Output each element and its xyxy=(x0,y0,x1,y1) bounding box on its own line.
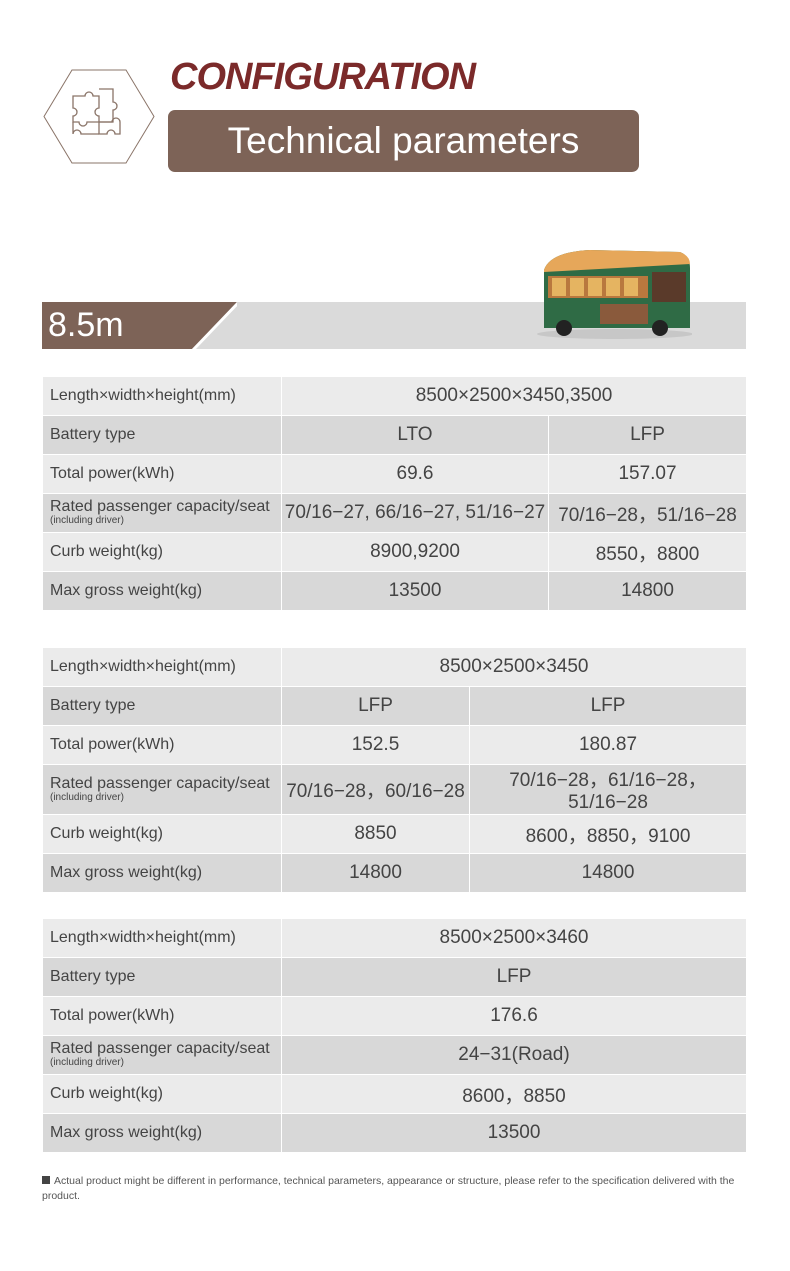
table-row: Max gross weight(kg) 13500 14800 xyxy=(42,571,748,611)
table-row: Total power(kWh) 176.6 xyxy=(42,996,747,1036)
row-label-text: Battery type xyxy=(50,425,136,443)
row-label: Total power(kWh) xyxy=(42,996,282,1036)
page-subtitle: Technical parameters xyxy=(168,110,639,172)
row-label: Curb weight(kg) xyxy=(42,1074,282,1114)
table-cell: 8900,9200 xyxy=(281,532,549,572)
bullet-square-icon xyxy=(42,1176,50,1184)
row-label-text: Curb weight(kg) xyxy=(50,542,163,560)
table-row: Curb weight(kg) 8850 8600，8850，9100 xyxy=(42,814,747,854)
row-label-text: Battery type xyxy=(50,696,136,714)
row-label: Rated passenger capacity/seat (including … xyxy=(42,764,282,815)
row-label-text: Length×width×height(mm) xyxy=(50,386,236,404)
table-cell: 176.6 xyxy=(281,996,747,1036)
row-label: Battery type xyxy=(42,415,282,455)
row-label-note: (including driver) xyxy=(50,1057,124,1069)
row-label-text: Rated passenger capacity/seat xyxy=(50,498,270,516)
table-cell: 8850 xyxy=(281,814,470,854)
row-label: Length×width×height(mm) xyxy=(42,647,282,687)
table-cell: 24−31(Road) xyxy=(281,1035,747,1075)
table-row: Battery type LTO LFP xyxy=(42,415,748,455)
table-cell: 14800 xyxy=(281,853,470,893)
table-cell: 8600，8850 xyxy=(281,1074,747,1114)
table-cell: 152.5 xyxy=(281,725,470,765)
table-row: Curb weight(kg) 8900,9200 8550，8800 xyxy=(42,532,748,572)
row-label-text: Max gross weight(kg) xyxy=(50,1123,203,1141)
row-label-text: Battery type xyxy=(50,967,136,985)
row-label: Length×width×height(mm) xyxy=(42,376,282,416)
table-cell: LFP xyxy=(469,686,747,726)
row-label-text: Total power(kWh) xyxy=(50,1006,175,1024)
row-label-text: Total power(kWh) xyxy=(50,735,175,753)
table-row: Rated passenger capacity/seat (including … xyxy=(42,1035,747,1075)
table-cell: 14800 xyxy=(547,571,748,611)
row-label-text: Length×width×height(mm) xyxy=(50,657,236,675)
table-cell: 8500×2500×3450 xyxy=(281,647,747,687)
table-cell: 13500 xyxy=(281,1113,747,1153)
spec-table: Length×width×height(mm) 8500×2500×3450,35… xyxy=(42,376,748,611)
table-cell: LFP xyxy=(281,686,470,726)
page-title: CONFIGURATION xyxy=(170,56,476,98)
row-label: Rated passenger capacity/seat (including … xyxy=(42,493,282,533)
row-label: Max gross weight(kg) xyxy=(42,571,282,611)
table-cell: 70/16−27, 66/16−27, 51/16−27 xyxy=(281,493,549,533)
table-row: Curb weight(kg) 8600，8850 xyxy=(42,1074,747,1114)
table-cell: LFP xyxy=(547,415,748,455)
row-label-note: (including driver) xyxy=(50,515,124,527)
table-cell: 70/16−28，61/16−28，51/16−28 xyxy=(469,764,747,815)
spec-table: Length×width×height(mm) 8500×2500×3460 Bat… xyxy=(42,918,747,1153)
table-cell: 69.6 xyxy=(281,454,549,494)
row-label: Max gross weight(kg) xyxy=(42,853,282,893)
table-row: Length×width×height(mm) 8500×2500×3450,35… xyxy=(42,376,748,416)
row-label-text: Curb weight(kg) xyxy=(50,1084,163,1102)
row-label: Battery type xyxy=(42,957,282,997)
table-cell: 70/16−28，60/16−28 xyxy=(281,764,470,815)
table-row: Length×width×height(mm) 8500×2500×3450 xyxy=(42,647,747,687)
row-label: Total power(kWh) xyxy=(42,454,282,494)
table-cell: LTO xyxy=(281,415,549,455)
section-badge-shape xyxy=(42,302,237,349)
row-label: Curb weight(kg) xyxy=(42,814,282,854)
puzzle-icon xyxy=(43,69,155,164)
disclaimer-note: Actual product might be different in per… xyxy=(42,1174,754,1204)
table-cell: 180.87 xyxy=(469,725,747,765)
table-row: Rated passenger capacity/seat (including … xyxy=(42,493,748,533)
table-cell: 8500×2500×3450,3500 xyxy=(280,376,748,416)
table-row: Total power(kWh) 152.5 180.87 xyxy=(42,725,747,765)
table-row: Max gross weight(kg) 13500 xyxy=(42,1113,747,1153)
row-label-text: Curb weight(kg) xyxy=(50,824,163,842)
row-label: Curb weight(kg) xyxy=(42,532,282,572)
row-label-text: Max gross weight(kg) xyxy=(50,863,203,881)
row-label-text: Max gross weight(kg) xyxy=(50,581,203,599)
table-cell: 8550，8800 xyxy=(547,532,748,572)
table-cell: 8500×2500×3460 xyxy=(281,918,747,958)
row-label-note: (including driver) xyxy=(50,791,124,803)
row-label: Rated passenger capacity/seat (including … xyxy=(42,1035,282,1075)
row-label-text: Rated passenger capacity/seat xyxy=(50,774,270,792)
row-label: Max gross weight(kg) xyxy=(42,1113,282,1153)
section-length-label: 8.5m xyxy=(48,306,124,344)
table-cell: 70/16−28，51/16−28 xyxy=(547,493,748,533)
table-cell: 13500 xyxy=(281,571,549,611)
row-label: Length×width×height(mm) xyxy=(42,918,282,958)
row-label: Total power(kWh) xyxy=(42,725,282,765)
table-row: Rated passenger capacity/seat (including … xyxy=(42,764,747,815)
table-cell: 157.07 xyxy=(547,454,748,494)
spec-table: Length×width×height(mm) 8500×2500×3450 Bat… xyxy=(42,647,747,893)
disclaimer-text: Actual product might be different in per… xyxy=(42,1175,735,1202)
row-label: Battery type xyxy=(42,686,282,726)
bus-image xyxy=(537,250,692,339)
table-cell: 14800 xyxy=(469,853,747,893)
table-row: Total power(kWh) 69.6 157.07 xyxy=(42,454,748,494)
table-cell: LFP xyxy=(281,957,747,997)
row-label-text: Rated passenger capacity/seat xyxy=(50,1040,270,1058)
table-row: Battery type LFP LFP xyxy=(42,686,747,726)
table-cell: 8600，8850，9100 xyxy=(469,814,747,854)
row-label-text: Total power(kWh) xyxy=(50,464,175,482)
row-label-text: Length×width×height(mm) xyxy=(50,928,236,946)
table-row: Battery type LFP xyxy=(42,957,747,997)
table-row: Length×width×height(mm) 8500×2500×3460 xyxy=(42,918,747,958)
table-row: Max gross weight(kg) 14800 14800 xyxy=(42,853,747,893)
